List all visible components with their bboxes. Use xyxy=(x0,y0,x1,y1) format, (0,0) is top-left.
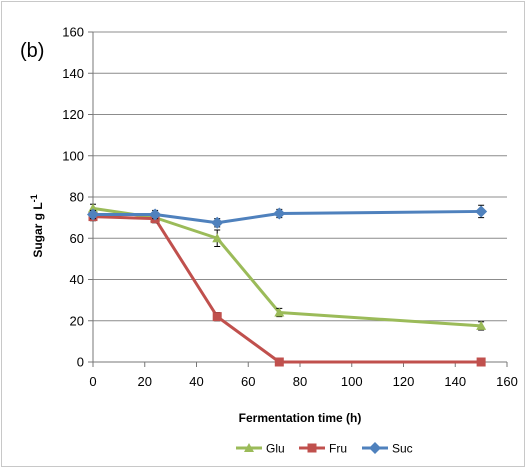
data-point xyxy=(87,208,99,221)
y-tick-labels: 0 20 40 60 80 100 120 140 160 xyxy=(62,25,84,370)
legend-label: Suc xyxy=(392,442,413,456)
series-suc xyxy=(87,204,488,229)
data-point xyxy=(274,357,284,367)
legend-label: Fru xyxy=(329,442,347,456)
series-layer xyxy=(87,203,488,367)
legend: Glu Fru Suc xyxy=(236,442,413,456)
x-tick-label: 140 xyxy=(444,374,466,389)
x-tick-label: 100 xyxy=(341,374,363,389)
y-axis-title-superscript: -1 xyxy=(29,194,39,202)
data-point xyxy=(211,216,224,229)
panel-label: (b) xyxy=(20,40,44,62)
data-point xyxy=(476,357,486,367)
series-line xyxy=(92,206,482,328)
data-point xyxy=(212,233,223,243)
x-tick-label: 40 xyxy=(189,374,203,389)
legend-marker xyxy=(244,443,254,452)
x-tick-label: 0 xyxy=(89,374,96,389)
y-tick-label: 40 xyxy=(70,272,84,287)
x-tick-label: 160 xyxy=(496,374,518,389)
x-tick-label: 60 xyxy=(241,374,255,389)
y-axis-title-main: Sugar g L xyxy=(31,202,45,257)
legend-label: Glu xyxy=(266,442,285,456)
y-tick-label: 20 xyxy=(70,313,84,328)
y-tick-label: 60 xyxy=(70,231,84,246)
legend-item-suc: Suc xyxy=(362,442,413,456)
legend-marker xyxy=(307,443,317,453)
x-tick-labels: 0 20 40 60 80 100 120 140 160 xyxy=(89,374,517,389)
y-tick-label: 0 xyxy=(77,355,84,370)
data-point xyxy=(212,312,222,322)
data-point xyxy=(476,320,487,330)
y-tick-label: 80 xyxy=(70,190,84,205)
legend-item-glu: Glu xyxy=(236,442,285,456)
y-tick-label: 140 xyxy=(62,66,84,81)
y-axis-title: Sugar g L-1 xyxy=(29,194,45,257)
legend-item-fru: Fru xyxy=(299,442,347,456)
axes xyxy=(88,31,508,367)
x-tick-label: 20 xyxy=(138,374,152,389)
data-point xyxy=(274,307,285,317)
x-tick-label: 120 xyxy=(393,374,415,389)
x-tick-label: 80 xyxy=(293,374,307,389)
data-point xyxy=(475,205,488,218)
gridlines xyxy=(93,31,507,322)
legend-marker xyxy=(369,442,381,454)
y-tick-label: 100 xyxy=(62,148,84,163)
x-axis-title: Fermentation time (h) xyxy=(239,411,362,425)
data-point xyxy=(273,207,286,220)
series-fru xyxy=(88,211,486,367)
y-tick-label: 160 xyxy=(62,25,84,40)
y-tick-label: 120 xyxy=(62,107,84,122)
series-glu xyxy=(88,203,487,331)
data-point xyxy=(149,208,162,221)
